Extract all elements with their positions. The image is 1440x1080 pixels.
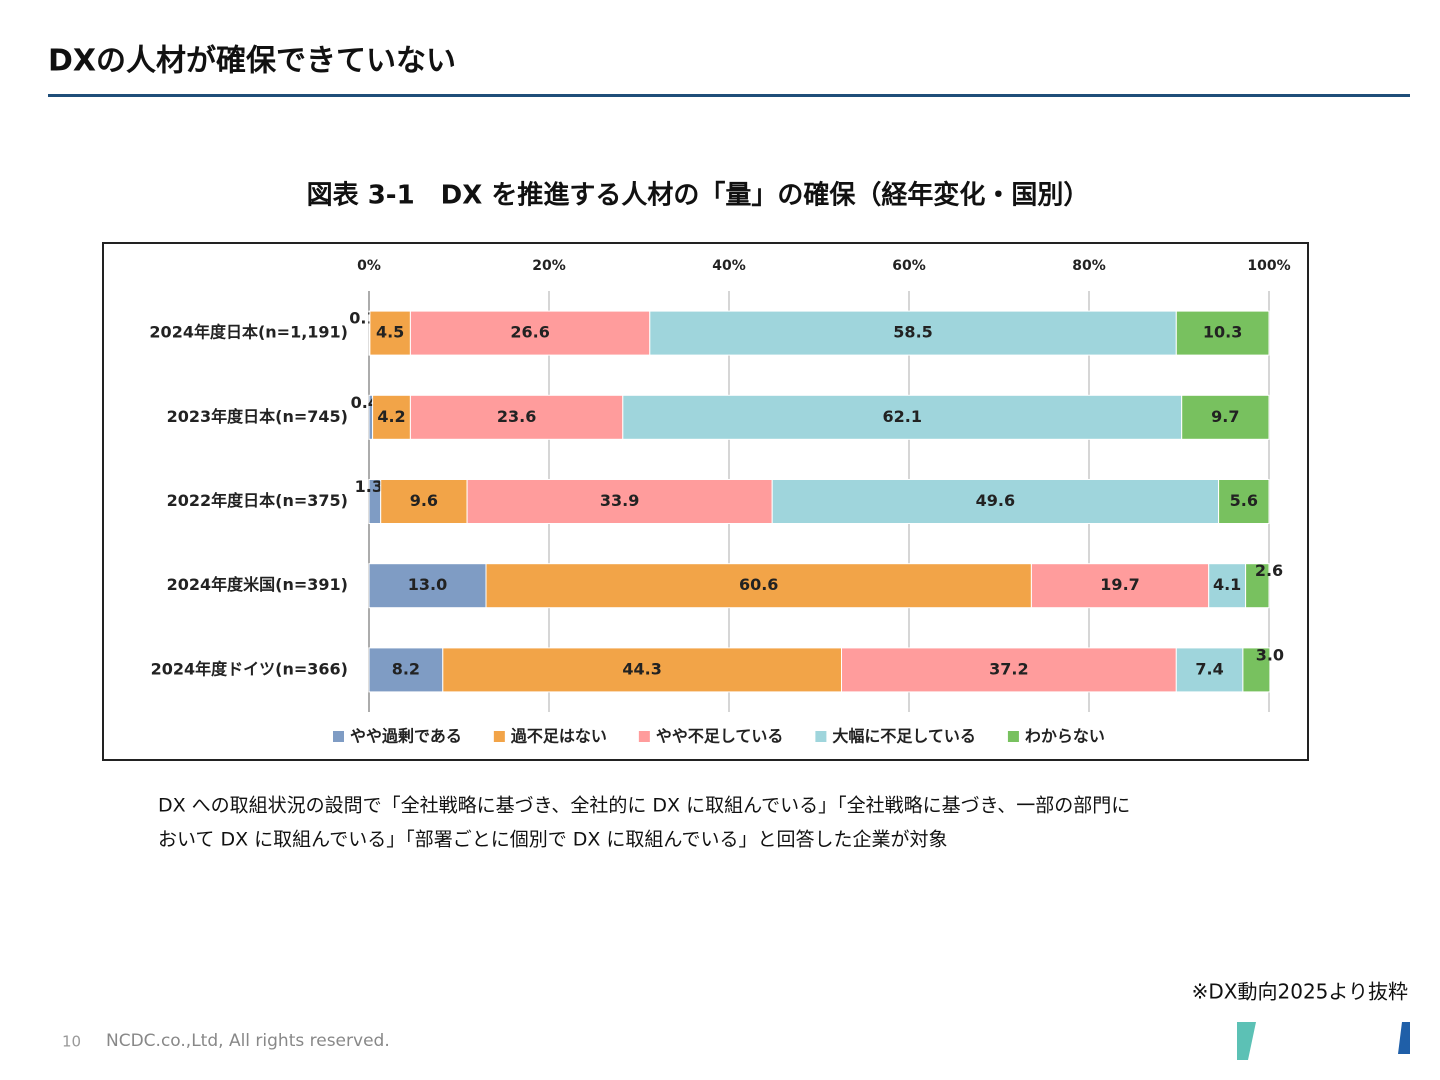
chart-title: 図表 3-1 DX を推進する人材の「量」の確保（経年変化・国別） xyxy=(307,180,1090,211)
bar-segment xyxy=(1242,647,1271,693)
bar-segment xyxy=(1030,563,1210,609)
data-label: 13.0 xyxy=(408,575,447,594)
logo-mark xyxy=(1398,1022,1410,1054)
data-label: 3.0 xyxy=(1256,645,1284,664)
copyright: NCDC.co.,Ltd, All rights reserved. xyxy=(106,1031,390,1051)
data-label: 4.1 xyxy=(1213,575,1241,594)
bar-segment xyxy=(1218,479,1270,524)
data-label: 8.2 xyxy=(392,659,420,678)
data-label: 33.9 xyxy=(600,491,639,510)
x-tick-label: 80% xyxy=(1072,258,1106,274)
data-label: 9.6 xyxy=(410,491,438,510)
data-label: 19.7 xyxy=(1100,575,1139,594)
data-label: 5.6 xyxy=(1230,491,1258,510)
x-tick-label: 60% xyxy=(892,258,926,274)
logo-mark xyxy=(1237,1022,1256,1060)
legend-label: やや不足している xyxy=(656,727,784,746)
data-label: 62.1 xyxy=(883,407,922,426)
bar-segment xyxy=(368,563,487,609)
data-label: 7.4 xyxy=(1195,659,1223,678)
bar-segment xyxy=(380,479,468,524)
data-label: 9.7 xyxy=(1211,407,1239,426)
legend-swatch xyxy=(333,731,344,742)
bar-segment xyxy=(409,394,624,440)
bar-segment xyxy=(1175,310,1270,356)
data-label: 49.6 xyxy=(976,491,1015,510)
data-label: 1.3 xyxy=(355,477,383,496)
bar-segment xyxy=(409,310,651,356)
data-label: 37.2 xyxy=(989,659,1028,678)
data-label: 60.6 xyxy=(739,575,778,594)
bar-segment xyxy=(622,394,1183,440)
y-tick-label: 2024年度米国(n=391) xyxy=(167,575,348,594)
data-label: 23.6 xyxy=(497,407,536,426)
bar-segment xyxy=(771,479,1220,524)
legend-swatch xyxy=(638,731,650,742)
data-label: 58.5 xyxy=(893,323,932,342)
bar-segment xyxy=(1181,394,1270,440)
legend-label: 大幅に不足している xyxy=(832,727,976,746)
bar-segment xyxy=(1208,563,1247,609)
bar-segment xyxy=(485,563,1032,609)
y-tick-label: 2023年度日本(n=745) xyxy=(167,407,348,426)
y-tick-label: 2024年度日本(n=1,191) xyxy=(149,323,348,342)
note-line: おいて DX に取組んでいる」「部署ごとに個別で DX に取組んでいる」と回答し… xyxy=(158,829,947,851)
legend-label: やや過剰である xyxy=(350,727,462,746)
legend-label: わからない xyxy=(1025,727,1105,746)
data-label: 0.4 xyxy=(351,393,379,412)
legend-swatch xyxy=(1007,731,1019,742)
data-label: 44.3 xyxy=(622,659,661,678)
bar-segment xyxy=(442,647,842,693)
bar-segment xyxy=(841,647,1177,693)
page-number: 10 xyxy=(62,1033,81,1051)
y-tick-label: 2022年度日本(n=375) xyxy=(167,491,348,510)
bar-segment xyxy=(466,479,773,524)
bar-segment xyxy=(649,310,1177,356)
data-label: 4.2 xyxy=(377,407,405,426)
legend-swatch xyxy=(815,731,827,742)
x-tick-label: 0% xyxy=(357,258,381,274)
source: ※DX動向2025より抜粋 xyxy=(1192,980,1408,1004)
x-tick-label: 40% xyxy=(712,258,746,274)
data-label: 10.3 xyxy=(1203,323,1242,342)
y-tick-label: 2024年度ドイツ(n=366) xyxy=(151,659,348,678)
title-rule xyxy=(48,94,1410,97)
data-label: 26.6 xyxy=(510,323,549,342)
note-line: DX への取組状況の設問で「全社戦略に基づき、全社的に DX に取組んでいる」「… xyxy=(158,795,1130,817)
data-label: 4.5 xyxy=(376,323,404,342)
bar-segment xyxy=(1245,563,1270,609)
legend-swatch xyxy=(493,731,505,742)
slide-title: DXの人材が確保できていない xyxy=(48,44,456,79)
data-label: 2.6 xyxy=(1255,561,1283,580)
x-tick-label: 20% xyxy=(532,258,566,274)
legend-label: 過不足はない xyxy=(510,727,607,746)
x-tick-label: 100% xyxy=(1247,258,1290,274)
